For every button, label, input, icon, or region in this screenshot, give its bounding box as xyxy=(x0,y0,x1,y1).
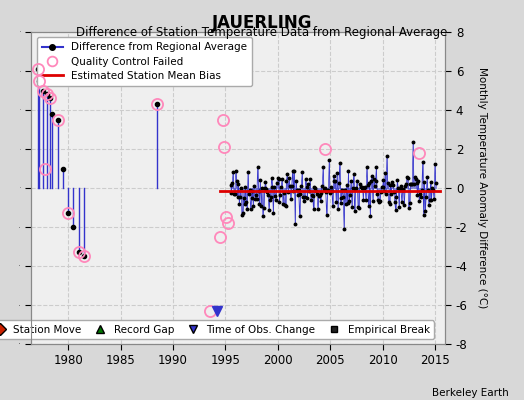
Text: JAUERLING: JAUERLING xyxy=(212,14,312,32)
Text: Berkeley Earth: Berkeley Earth xyxy=(432,388,508,398)
Y-axis label: Monthly Temperature Anomaly Difference (°C): Monthly Temperature Anomaly Difference (… xyxy=(477,67,487,309)
Legend: Station Move, Record Gap, Time of Obs. Change, Empirical Break: Station Move, Record Gap, Time of Obs. C… xyxy=(0,320,434,339)
Text: Difference of Station Temperature Data from Regional Average: Difference of Station Temperature Data f… xyxy=(77,26,447,39)
